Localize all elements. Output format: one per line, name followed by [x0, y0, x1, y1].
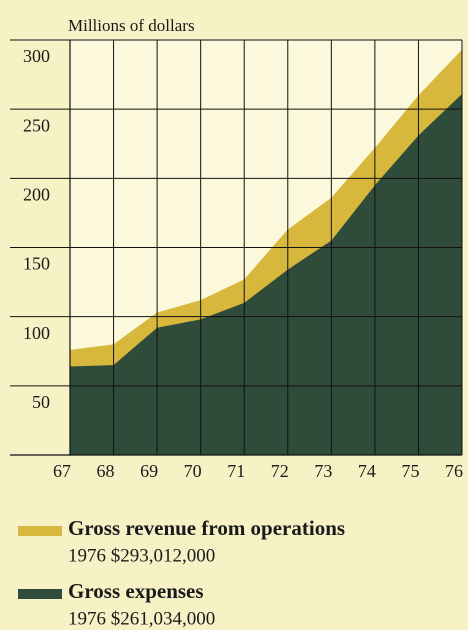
y-tick-label: 250 — [23, 115, 50, 135]
y-tick-label: 200 — [23, 184, 50, 204]
y-axis-label: Millions of dollars — [68, 16, 195, 35]
legend-note: 1976 $293,012,000 — [68, 545, 215, 566]
x-tick-label: 76 — [445, 461, 463, 481]
legend-label: Gross expenses — [68, 579, 204, 603]
x-tick-label: 73 — [314, 461, 332, 481]
x-tick-label: 72 — [271, 461, 289, 481]
x-tick-label: 68 — [97, 461, 115, 481]
legend-swatch — [18, 526, 62, 536]
x-tick-label: 75 — [401, 461, 419, 481]
y-tick-label: 50 — [32, 392, 50, 412]
legend-note: 1976 $261,034,000 — [68, 608, 215, 629]
x-tick-label: 74 — [358, 461, 376, 481]
y-tick-label: 100 — [23, 323, 50, 343]
legend-label: Gross revenue from operations — [68, 516, 345, 540]
area — [70, 93, 462, 455]
x-tick-label: 71 — [227, 461, 245, 481]
x-tick-label: 69 — [140, 461, 158, 481]
y-tick-label: 150 — [23, 254, 50, 274]
y-tick-label: 300 — [23, 46, 50, 66]
legend-swatch — [18, 589, 62, 599]
x-tick-label: 70 — [184, 461, 202, 481]
x-tick-label: 67 — [53, 461, 71, 481]
